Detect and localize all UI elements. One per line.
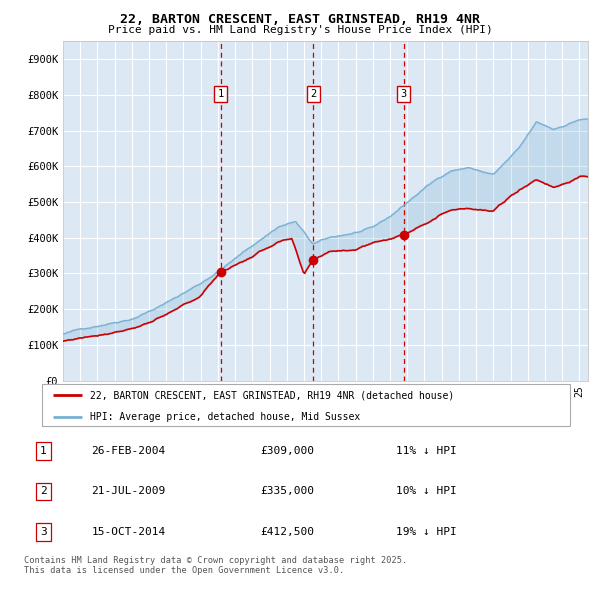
Text: 3: 3 xyxy=(401,89,407,99)
Text: Contains HM Land Registry data © Crown copyright and database right 2025.
This d: Contains HM Land Registry data © Crown c… xyxy=(24,556,407,575)
Text: 1: 1 xyxy=(40,446,47,456)
Text: HPI: Average price, detached house, Mid Sussex: HPI: Average price, detached house, Mid … xyxy=(89,412,360,422)
Text: 15-OCT-2014: 15-OCT-2014 xyxy=(91,527,166,537)
Text: 2: 2 xyxy=(310,89,317,99)
Text: £412,500: £412,500 xyxy=(260,527,314,537)
Text: £309,000: £309,000 xyxy=(260,446,314,456)
FancyBboxPatch shape xyxy=(42,384,570,426)
Text: 22, BARTON CRESCENT, EAST GRINSTEAD, RH19 4NR (detached house): 22, BARTON CRESCENT, EAST GRINSTEAD, RH1… xyxy=(89,391,454,401)
Text: £335,000: £335,000 xyxy=(260,487,314,496)
Text: 22, BARTON CRESCENT, EAST GRINSTEAD, RH19 4NR: 22, BARTON CRESCENT, EAST GRINSTEAD, RH1… xyxy=(120,13,480,26)
Text: 11% ↓ HPI: 11% ↓ HPI xyxy=(396,446,457,456)
Text: 1: 1 xyxy=(217,89,224,99)
Text: 2: 2 xyxy=(40,487,47,496)
Text: 19% ↓ HPI: 19% ↓ HPI xyxy=(396,527,457,537)
Text: 3: 3 xyxy=(40,527,47,537)
Text: 21-JUL-2009: 21-JUL-2009 xyxy=(91,487,166,496)
Text: Price paid vs. HM Land Registry's House Price Index (HPI): Price paid vs. HM Land Registry's House … xyxy=(107,25,493,35)
Text: 26-FEB-2004: 26-FEB-2004 xyxy=(91,446,166,456)
Text: 10% ↓ HPI: 10% ↓ HPI xyxy=(396,487,457,496)
